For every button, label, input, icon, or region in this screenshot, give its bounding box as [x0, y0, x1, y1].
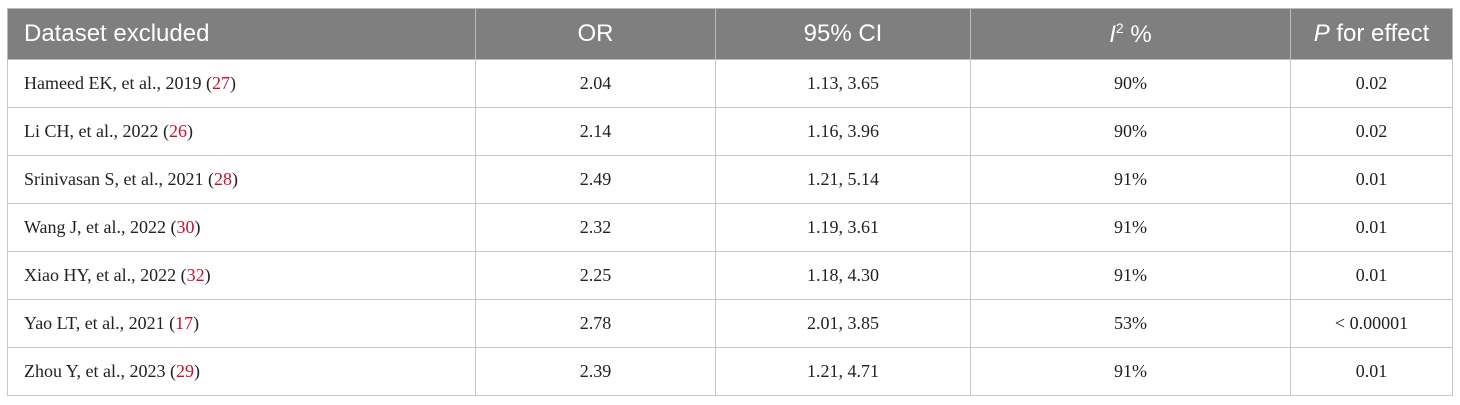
header-italic: P [1313, 20, 1330, 47]
study-name: Li CH, et al., 2022 ( [24, 121, 169, 141]
p-cell: 0.01 [1290, 251, 1453, 300]
or-cell: 2.32 [475, 203, 716, 252]
ci-cell: 2.01, 3.85 [715, 299, 971, 348]
results-table: Dataset excluded OR 95% CI I2 % P for ef… [7, 8, 1453, 396]
study-name: Xiao HY, et al., 2022 ( [24, 265, 187, 285]
study-suffix: ) [229, 73, 236, 93]
study-suffix: ) [186, 121, 193, 141]
i2-cell: 91% [970, 347, 1291, 396]
p-cell: 0.01 [1290, 347, 1453, 396]
study-cell: Yao LT, et al., 2021 (17) [7, 299, 476, 348]
table-body: Hameed EK, et al., 2019 (27) 2.04 1.13, 3.… [7, 59, 1453, 396]
i2-cell: 91% [970, 155, 1291, 204]
i2-cell: 91% [970, 251, 1291, 300]
reference: 29 [175, 361, 194, 381]
p-cell: 0.02 [1290, 107, 1453, 156]
header-text: for effect [1329, 20, 1430, 47]
p-cell: 0.01 [1290, 203, 1453, 252]
header-cell: P for effect [1290, 8, 1453, 60]
study-suffix: ) [193, 361, 200, 381]
study-cell: Srinivasan S, et al., 2021 (28) [7, 155, 476, 204]
ci-cell: 1.21, 4.71 [715, 347, 971, 396]
study-name: Zhou Y, et al., 2023 ( [24, 361, 176, 381]
i2-cell: 53% [970, 299, 1291, 348]
header-row: Dataset excluded OR 95% CI I2 % P for ef… [7, 8, 1453, 60]
header-cell: 95% CI [715, 8, 971, 60]
reference: 27 [211, 73, 230, 93]
reference: 30 [176, 217, 195, 237]
study-name: Srinivasan S, et al., 2021 ( [24, 169, 214, 189]
ci-cell: 1.13, 3.65 [715, 59, 971, 108]
or-cell: 2.78 [475, 299, 716, 348]
study-suffix: ) [204, 265, 211, 285]
reference: 28 [213, 169, 232, 189]
table-row: Zhou Y, et al., 2023 (29) 2.39 1.21, 4.71 9… [7, 347, 1453, 396]
study-cell: Li CH, et al., 2022 (26) [7, 107, 476, 156]
table-header: Dataset excluded OR 95% CI I2 % P for ef… [7, 8, 1453, 60]
p-cell: 0.01 [1290, 155, 1453, 204]
p-cell: 0.02 [1290, 59, 1453, 108]
header-sup: 2 [1115, 19, 1124, 36]
table-row: Srinivasan S, et al., 2021 (28) 2.49 1.21,… [7, 155, 1453, 204]
reference: 17 [175, 313, 194, 333]
ci-cell: 1.18, 4.30 [715, 251, 971, 300]
header-cell: OR [475, 8, 716, 60]
reference: 26 [168, 121, 187, 141]
study-suffix: ) [193, 313, 200, 333]
study-cell: Hameed EK, et al., 2019 (27) [7, 59, 476, 108]
study-cell: Wang J, et al., 2022 (30) [7, 203, 476, 252]
i2-cell: 91% [970, 203, 1291, 252]
or-cell: 2.39 [475, 347, 716, 396]
table-row: Yao LT, et al., 2021 (17) 2.78 2.01, 3.85 5… [7, 299, 1453, 348]
table-row: Hameed EK, et al., 2019 (27) 2.04 1.13, 3.… [7, 59, 1453, 108]
study-cell: Zhou Y, et al., 2023 (29) [7, 347, 476, 396]
header-italic: I [1109, 20, 1116, 48]
study-suffix: ) [194, 217, 201, 237]
or-cell: 2.04 [475, 59, 716, 108]
table-row: Wang J, et al., 2022 (30) 2.32 1.19, 3.61 9… [7, 203, 1453, 252]
i2-cell: 90% [970, 59, 1291, 108]
ci-cell: 1.16, 3.96 [715, 107, 971, 156]
table-row: Li CH, et al., 2022 (26) 2.14 1.16, 3.96 90… [7, 107, 1453, 156]
study-suffix: ) [231, 169, 238, 189]
table-row: Xiao HY, et al., 2022 (32) 2.25 1.18, 4.30… [7, 251, 1453, 300]
header-text: % [1123, 20, 1152, 48]
study-cell: Xiao HY, et al., 2022 (32) [7, 251, 476, 300]
study-name: Wang J, et al., 2022 ( [24, 217, 177, 237]
or-cell: 2.25 [475, 251, 716, 300]
p-cell: < 0.00001 [1290, 299, 1453, 348]
header-cell: Dataset excluded [7, 8, 476, 60]
i2-cell: 90% [970, 107, 1291, 156]
study-name: Hameed EK, et al., 2019 ( [24, 73, 212, 93]
or-cell: 2.14 [475, 107, 716, 156]
or-cell: 2.49 [475, 155, 716, 204]
header-cell: I2 % [970, 8, 1291, 60]
study-name: Yao LT, et al., 2021 ( [24, 313, 176, 333]
ci-cell: 1.21, 5.14 [715, 155, 971, 204]
reference: 32 [186, 265, 205, 285]
ci-cell: 1.19, 3.61 [715, 203, 971, 252]
